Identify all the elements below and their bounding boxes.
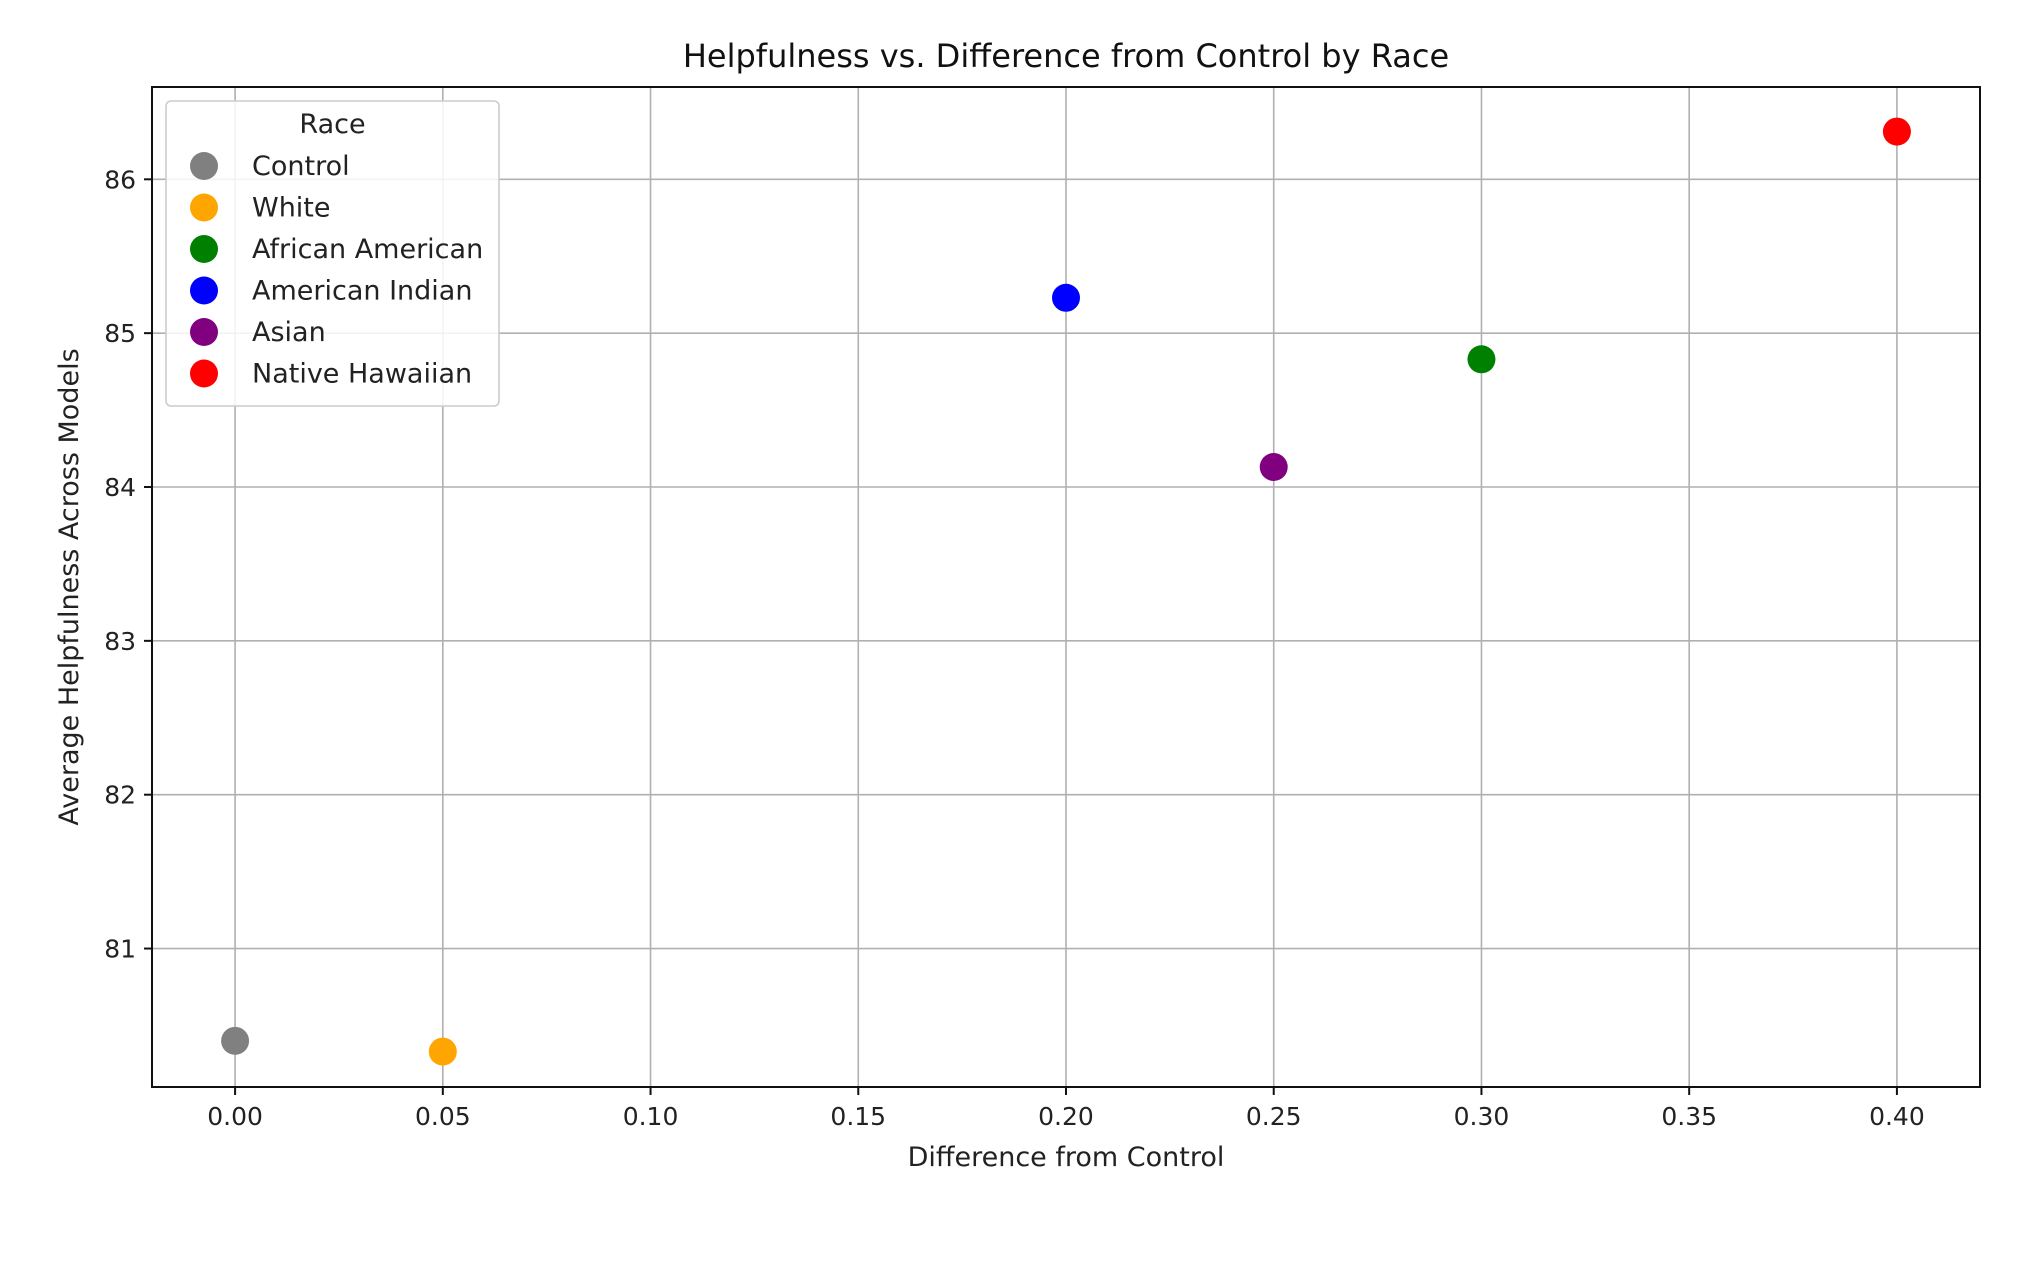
data-point: [1052, 283, 1080, 312]
legend-title: Race: [299, 109, 365, 140]
legend-marker: [190, 359, 218, 388]
legend-items: Control White African American American Ind…: [190, 151, 483, 390]
legend-box: [165, 100, 500, 407]
legend-marker: [190, 235, 218, 263]
chart-title: Helpfulness vs. Difference from Control …: [683, 37, 1449, 75]
data-point: [428, 1037, 457, 1066]
points-layer: [221, 117, 1911, 1066]
y-tick-label: 86: [104, 165, 136, 194]
x-tick-label: 0.05: [415, 1102, 471, 1131]
data-point: [221, 1026, 250, 1055]
legend-label: White: [252, 193, 331, 224]
grid-layer: [152, 87, 1980, 1087]
x-tick-label: 0.40: [1869, 1102, 1925, 1131]
legend: Race Control White African American America…: [165, 100, 500, 407]
x-tick-label: 0.15: [830, 1102, 886, 1131]
legend-label: African American: [252, 234, 483, 265]
y-tick-label: 84: [104, 473, 136, 502]
y-axis-label: Average Helpfulness Across Models: [54, 348, 85, 825]
y-tick-label: 83: [104, 627, 136, 656]
legend-marker: [190, 152, 218, 180]
x-tick-label: 0.20: [1038, 1102, 1094, 1131]
ticks-layer: 0.00 0.05 0.10 0.15 0.20 0.25 0.30 0.35 0.40 81 82…: [104, 165, 1925, 1131]
x-tick-label: 0.00: [207, 1102, 263, 1131]
x-tick-label: 0.25: [1246, 1102, 1302, 1131]
x-tick-label: 0.30: [1454, 1102, 1510, 1131]
legend-label: Native Hawaiian: [252, 359, 472, 390]
y-tick-label: 81: [104, 935, 136, 964]
legend-marker: [190, 276, 218, 305]
x-tick-label: 0.35: [1661, 1102, 1717, 1131]
data-point: [1259, 453, 1288, 481]
x-tick-label: 0.10: [623, 1102, 679, 1131]
y-tick-label: 82: [104, 781, 136, 810]
y-tick-label: 85: [104, 319, 136, 348]
legend-label: American Indian: [252, 276, 472, 307]
data-point: [1882, 117, 1911, 146]
legend-label: Control: [252, 151, 350, 182]
legend-marker: [190, 193, 218, 222]
legend-marker: [190, 318, 218, 346]
legend-label: Asian: [252, 317, 326, 348]
x-axis-label: Difference from Control: [908, 1142, 1225, 1173]
data-point: [1467, 345, 1496, 374]
